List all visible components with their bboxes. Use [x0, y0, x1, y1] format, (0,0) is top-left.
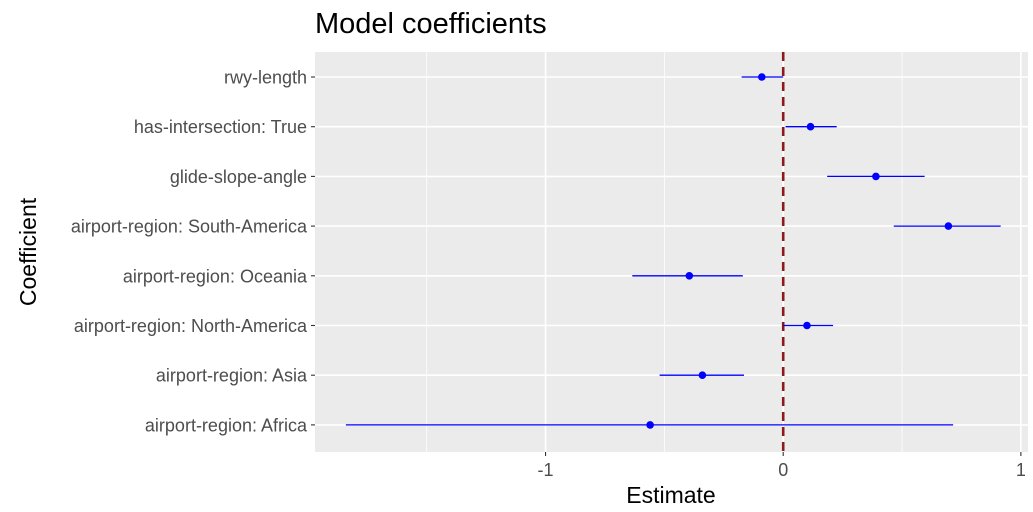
- y-tick-label: rwy-length: [224, 68, 307, 88]
- y-tick-label: airport-region: North-America: [74, 316, 308, 336]
- x-tick-labels: -1 0 1: [538, 452, 1026, 480]
- chart-title: Model coefficients: [315, 8, 547, 40]
- x-tick-label: -1: [538, 460, 554, 480]
- y-tick-label: airport-region: Oceania: [123, 266, 308, 286]
- point-estimate: [944, 222, 953, 230]
- plot-panel: [315, 52, 1028, 452]
- point-estimate: [685, 272, 694, 280]
- y-tick-label: has-intersection: True: [134, 117, 307, 137]
- y-axis-title: Coefficient: [15, 197, 41, 306]
- point-estimate: [758, 73, 766, 81]
- point-estimate: [803, 321, 811, 330]
- y-tick-labels: rwy-length has-intersection: True glide-sl…: [71, 68, 315, 435]
- y-tick-label: airport-region: Asia: [156, 366, 308, 386]
- x-tick-label: 0: [778, 460, 788, 480]
- point-estimate: [872, 172, 880, 181]
- point-estimate: [646, 421, 654, 429]
- y-tick-label: airport-region: South-America: [71, 217, 308, 237]
- y-tick-label: glide-slope-angle: [170, 167, 307, 187]
- x-tick-label: 1: [1016, 460, 1026, 480]
- data-marks: [345, 73, 1001, 429]
- y-tick-label: airport-region: Africa: [145, 415, 308, 435]
- x-axis-title: Estimate: [626, 482, 715, 508]
- point-estimate: [698, 371, 707, 380]
- point-estimate: [806, 122, 815, 131]
